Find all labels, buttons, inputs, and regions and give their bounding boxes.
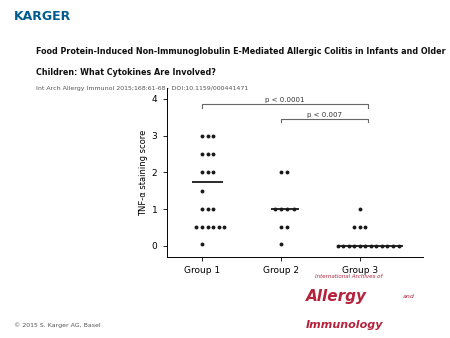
Text: Immunology: Immunology: [306, 319, 383, 330]
Text: © 2015 S. Karger AG, Basel: © 2015 S. Karger AG, Basel: [14, 322, 100, 328]
Y-axis label: TNF-α staining score: TNF-α staining score: [139, 129, 148, 216]
Text: p < 0.007: p < 0.007: [307, 112, 342, 118]
Text: Allergy: Allergy: [306, 289, 367, 304]
Text: Children: What Cytokines Are Involved?: Children: What Cytokines Are Involved?: [36, 68, 216, 77]
Text: International Archives of: International Archives of: [315, 274, 382, 279]
Text: KARGER: KARGER: [14, 10, 71, 23]
Text: Food Protein-Induced Non-Immunoglobulin E-Mediated Allergic Colitis in Infants a: Food Protein-Induced Non-Immunoglobulin …: [36, 47, 446, 56]
Text: p < 0.0001: p < 0.0001: [265, 97, 305, 103]
Text: Int Arch Allergy Immunol 2015;168:61-68 · DOI:10.1159/000441471: Int Arch Allergy Immunol 2015;168:61-68 …: [36, 86, 248, 91]
Text: and: and: [403, 294, 414, 299]
